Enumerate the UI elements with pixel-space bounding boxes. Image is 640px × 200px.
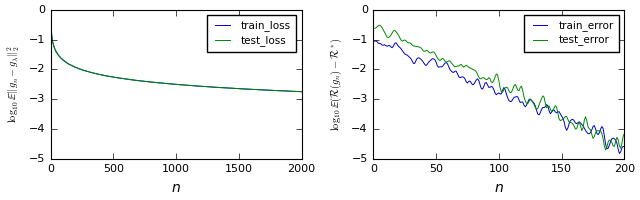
test_loss (297, 90, 305, 93)
Line: test_loss: test_loss (51, 10, 301, 92)
test_loss (47, 9, 54, 11)
test_error (387, 34, 395, 36)
train_loss (244, 88, 252, 90)
Legend: train_loss, test_loss: train_loss, test_loss (207, 15, 296, 52)
test_loss (244, 88, 252, 90)
test_error (438, 57, 446, 60)
test_error (376, 24, 383, 26)
test_loss (169, 83, 177, 85)
train_loss (291, 90, 298, 93)
train_loss (291, 90, 298, 93)
train_error (372, 40, 380, 42)
test_loss (291, 90, 298, 93)
test_loss (60, 59, 67, 62)
test_error (621, 132, 628, 134)
X-axis label: n: n (495, 181, 503, 195)
Line: train_error: train_error (374, 41, 625, 154)
train_loss (169, 83, 177, 85)
train_error (609, 137, 617, 139)
test_error (602, 149, 609, 151)
test_error (611, 145, 618, 148)
X-axis label: n: n (172, 181, 180, 195)
train_error (371, 40, 378, 42)
Legend: train_error, test_error: train_error, test_error (524, 15, 620, 52)
Line: test_error: test_error (374, 25, 625, 150)
test_error (600, 145, 608, 147)
train_error (621, 145, 628, 148)
train_error (438, 65, 446, 68)
Y-axis label: $\log_{10}\mathbb{E}\|g_n - g_\lambda\|_2^2$: $\log_{10}\mathbb{E}\|g_n - g_\lambda\|_… (5, 45, 22, 123)
train_loss (47, 10, 54, 12)
test_loss (298, 90, 305, 93)
train_loss (60, 59, 67, 62)
train_error (616, 152, 623, 155)
test_error (382, 34, 390, 36)
test_loss (162, 82, 170, 85)
test_error (371, 27, 378, 30)
test_loss (291, 90, 298, 93)
train_error (600, 135, 608, 137)
Line: train_loss: train_loss (51, 11, 301, 92)
train_error (419, 60, 426, 62)
train_loss (298, 91, 305, 93)
train_error (387, 46, 395, 48)
test_error (419, 48, 426, 51)
train_loss (162, 82, 170, 85)
Y-axis label: $\log_{10}\mathbb{E}(\mathcal{R}(g_n) - \mathcal{R}^*)$: $\log_{10}\mathbb{E}(\mathcal{R}(g_n) - … (329, 37, 344, 131)
train_error (382, 44, 390, 47)
